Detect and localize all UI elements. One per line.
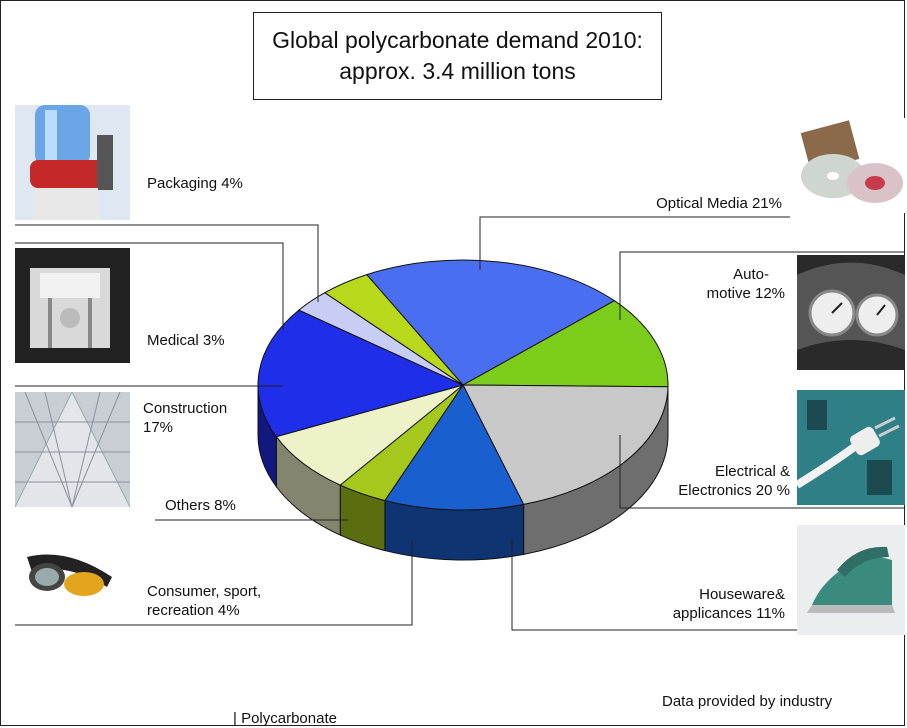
leader-consumer [15, 540, 413, 626]
label-consumer: Consumer, sport, recreation 4% [147, 582, 261, 620]
leader-optical [479, 216, 790, 270]
pie-tops [257, 259, 669, 511]
power-plug-icon [797, 390, 905, 505]
label-construction-line2: 17% [143, 419, 174, 436]
label-others: Others 8% [165, 497, 236, 514]
label-construction-line1: Construction [143, 400, 228, 417]
pie-slice-2 [462, 384, 669, 505]
chart-title: Global polycarbonate demand 2010: [272, 27, 643, 53]
label-houseware-line2: applicances 11% [672, 605, 785, 622]
leader-medical [15, 242, 284, 330]
pie-slice-1 [461, 300, 669, 388]
footer-source: Data provided by industry [662, 693, 833, 710]
label-houseware-line1: Houseware& [699, 586, 785, 603]
label-electrical-line2: Electronics 20 % [678, 482, 790, 499]
cd-discs-icon [795, 118, 905, 213]
label-construction: Construction 17% [143, 399, 227, 437]
label-electrical: Electrical & Electronics 20 % [640, 462, 790, 500]
leader-electrical [619, 435, 905, 509]
label-consumer-line1: Consumer, sport, [147, 583, 262, 600]
label-houseware: Houseware& applicances 11% [640, 585, 785, 623]
chart-subtitle: approx. 3.4 million tons [339, 58, 576, 84]
pie-slice-3 [384, 384, 525, 511]
label-packaging: Packaging 4% [147, 175, 243, 192]
label-auto-line2: motive 12% [706, 285, 785, 302]
label-consumer-line2: recreation 4% [147, 602, 240, 619]
medical-device-icon [15, 248, 130, 363]
pie-slice-8 [323, 274, 464, 386]
label-auto-line1: Auto- [733, 266, 769, 283]
footer-legend: | Polycarbonate [233, 710, 337, 727]
leader-lines [15, 216, 905, 631]
pie-sides [257, 384, 669, 561]
iron-appliance-icon [797, 525, 905, 635]
building-glass-roof-icon [15, 392, 130, 507]
title-box: Global polycarbonate demand 2010: approx… [253, 12, 662, 100]
leader-houseware [511, 540, 905, 631]
label-medical: Medical 3% [147, 332, 225, 349]
sunglasses-icon [22, 542, 117, 602]
pie-slice-0 [365, 259, 616, 386]
pie-slice-5 [275, 384, 464, 486]
pie-slice-6 [257, 309, 465, 438]
label-electrical-line1: Electrical & [714, 463, 790, 480]
leader-auto [619, 251, 905, 320]
label-optical: Optical Media 21% [656, 195, 782, 212]
water-cooler-icon [15, 105, 130, 220]
leader-packaging [15, 224, 319, 302]
label-auto: Auto- motive 12% [670, 265, 785, 303]
dashboard-gauges-icon [797, 255, 905, 370]
